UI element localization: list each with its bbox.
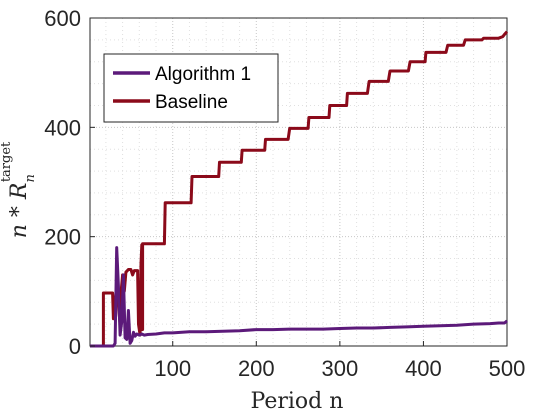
x-tick-label: 200 — [238, 356, 275, 381]
legend-box — [103, 53, 279, 123]
y-tick-label: 0 — [69, 334, 81, 359]
axis-ticks — [90, 17, 508, 347]
y-tick-label: 200 — [44, 225, 81, 250]
series-line-baseline — [90, 30, 509, 348]
tick-labels: 100 200 300 400 500 0 200 400 600 — [44, 6, 525, 381]
grid — [90, 18, 507, 346]
x-tick-label: 500 — [489, 356, 526, 381]
x-tick-label: 400 — [405, 356, 442, 381]
x-tick-label: 300 — [322, 356, 359, 381]
y-axis-label: n * Rntarget — [0, 141, 38, 238]
series-layer — [90, 30, 509, 348]
plot-frame — [89, 17, 508, 347]
series-line-algorithm-1 — [90, 246, 508, 348]
x-axis-label: Period n — [251, 389, 344, 414]
y-tick-label: 600 — [44, 6, 81, 31]
legend: Algorithm 1 Baseline — [103, 53, 279, 123]
x-tick-label: 100 — [154, 356, 191, 381]
legend-label-baseline: Baseline — [155, 92, 228, 113]
legend-label-algorithm-1: Algorithm 1 — [155, 64, 251, 85]
y-tick-label: 400 — [44, 115, 81, 140]
